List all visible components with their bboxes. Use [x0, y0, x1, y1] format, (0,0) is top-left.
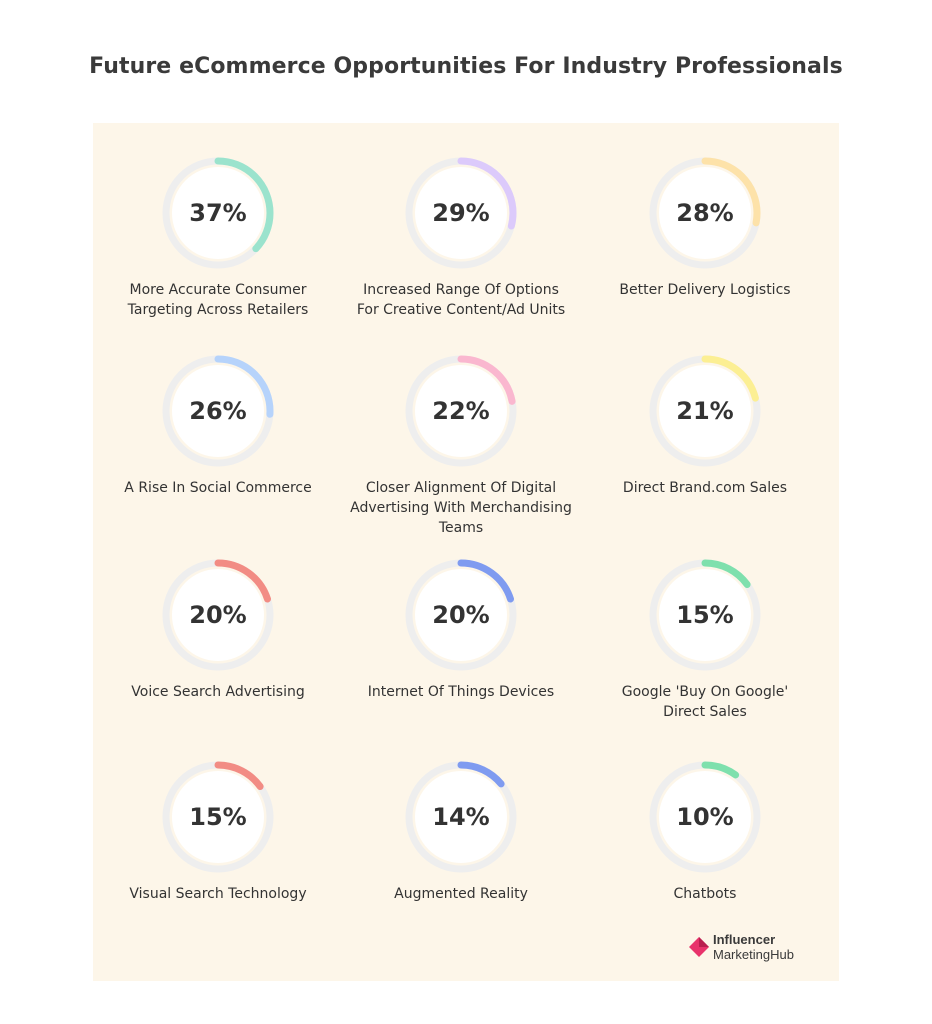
chart-item: 21% Direct Brand.com Sales — [585, 351, 825, 541]
donut-center — [659, 771, 751, 863]
donut-value-arc — [162, 157, 274, 269]
donut-svg — [649, 761, 761, 873]
category-label: A Rise In Social Commerce — [124, 480, 312, 496]
donut-ring: 22% — [401, 351, 521, 471]
donut-center — [659, 365, 751, 457]
percentage-value: 15% — [189, 803, 247, 831]
donut-svg — [162, 157, 274, 269]
percentage-value: 22% — [432, 397, 490, 425]
category-label: Augmented Reality — [394, 886, 528, 902]
percentage-value: 20% — [189, 601, 247, 629]
donut-value-arc — [649, 157, 761, 269]
donut-ring: 29% — [401, 153, 521, 273]
chart-item: 37% More Accurate Consumer Targeting Acro… — [98, 153, 338, 343]
donut-ring: 37% — [158, 153, 278, 273]
chart-panel: 37% More Accurate Consumer Targeting Acro… — [93, 123, 839, 981]
donut-value-arc — [162, 355, 274, 467]
percentage-value: 21% — [676, 397, 734, 425]
category-label: Internet Of Things Devices — [367, 684, 555, 700]
donut-svg — [162, 761, 274, 873]
donut-value-arc — [649, 355, 761, 467]
donut-value-arc — [405, 559, 517, 671]
donut-center — [659, 569, 751, 661]
percentage-value: 28% — [676, 199, 734, 227]
donut-ring: 14% — [401, 757, 521, 877]
donut-svg — [649, 157, 761, 269]
chart-item: 10% Chatbots — [585, 757, 825, 947]
donut-ring: 15% — [645, 555, 765, 675]
category-label: Google 'Buy On Google' Direct Sales — [621, 684, 789, 720]
percentage-value: 29% — [432, 199, 490, 227]
donut-center — [172, 771, 264, 863]
influencer-marketing-hub-logo: Influencer MarketingHub — [679, 929, 819, 965]
donut-svg — [649, 355, 761, 467]
donut-svg — [405, 559, 517, 671]
donut-center — [415, 771, 507, 863]
chart-item: 14% Augmented Reality — [341, 757, 581, 947]
logo-diamond-icon — [689, 937, 709, 957]
donut-ring: 15% — [158, 757, 278, 877]
percentage-value: 20% — [432, 601, 490, 629]
donut-center — [172, 365, 264, 457]
logo-text-line2: MarketingHub — [713, 947, 794, 962]
donut-center — [659, 167, 751, 259]
donut-ring: 21% — [645, 351, 765, 471]
chart-item: 28% Better Delivery Logistics — [585, 153, 825, 343]
category-label: More Accurate Consumer Targeting Across … — [127, 282, 309, 318]
chart-item: 15% Google 'Buy On Google' Direct Sales — [585, 555, 825, 745]
donut-center — [415, 167, 507, 259]
percentage-value: 26% — [189, 397, 247, 425]
donut-center — [415, 365, 507, 457]
donut-value-arc — [405, 157, 517, 269]
donut-ring: 20% — [401, 555, 521, 675]
donut-svg — [405, 355, 517, 467]
percentage-value: 15% — [676, 601, 734, 629]
donut-value-arc — [649, 559, 761, 671]
donut-ring: 10% — [645, 757, 765, 877]
chart-item: 22% Closer Alignment Of Digital Advertisi… — [341, 351, 581, 541]
donut-value-arc — [162, 559, 274, 671]
chart-title: Future eCommerce Opportunities For Indus… — [89, 54, 843, 79]
chart-item: 20% Internet Of Things Devices — [341, 555, 581, 745]
donut-ring: 20% — [158, 555, 278, 675]
donut-svg — [649, 559, 761, 671]
donut-svg — [405, 761, 517, 873]
category-label: Better Delivery Logistics — [619, 282, 791, 298]
chart-item: 29% Increased Range Of Options For Creati… — [341, 153, 581, 343]
percentage-value: 37% — [189, 199, 247, 227]
donut-ring: 26% — [158, 351, 278, 471]
donut-value-arc — [649, 761, 761, 873]
chart-item: 26% A Rise In Social Commerce — [98, 351, 338, 541]
category-label: Visual Search Technology — [129, 886, 307, 902]
logo-text-line1: Influencer — [713, 932, 776, 947]
donut-value-arc — [162, 761, 274, 873]
donut-center — [415, 569, 507, 661]
donut-value-arc — [405, 355, 517, 467]
donut-svg — [405, 157, 517, 269]
category-label: Chatbots — [673, 886, 737, 902]
donut-center — [172, 167, 264, 259]
chart-item: 20% Voice Search Advertising — [98, 555, 338, 745]
donut-value-arc — [405, 761, 517, 873]
chart-item: 15% Visual Search Technology — [98, 757, 338, 947]
category-label: Direct Brand.com Sales — [622, 480, 788, 496]
donut-svg — [162, 355, 274, 467]
percentage-value: 10% — [676, 803, 734, 831]
donut-center — [172, 569, 264, 661]
percentage-value: 14% — [432, 803, 490, 831]
category-label: Voice Search Advertising — [131, 684, 305, 700]
category-label: Closer Alignment Of Digital Advertising … — [350, 480, 572, 536]
donut-ring: 28% — [645, 153, 765, 273]
donut-svg — [162, 559, 274, 671]
category-label: Increased Range Of Options For Creative … — [356, 282, 566, 318]
